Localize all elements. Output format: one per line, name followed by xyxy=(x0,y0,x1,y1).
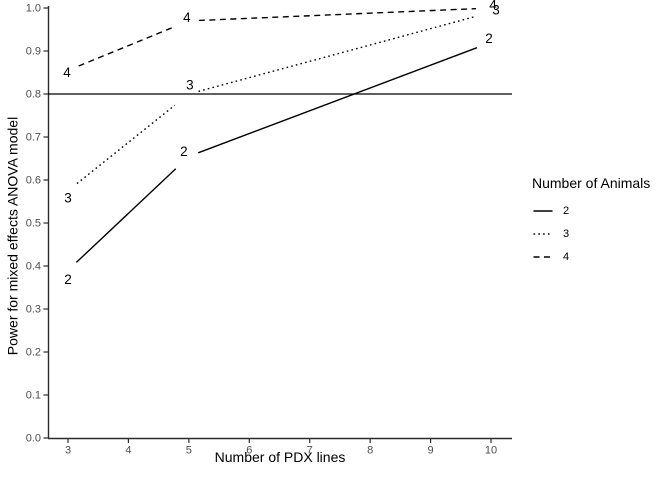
series-label-4: 4 xyxy=(489,0,497,13)
y-tick-label: 0.5 xyxy=(26,218,41,230)
series-label-3: 3 xyxy=(186,78,194,93)
legend-key-dotted-line-icon xyxy=(533,232,553,235)
legend-item-4: 4 xyxy=(532,245,650,268)
legend-item-2: 2 xyxy=(532,199,650,222)
legend-item-label: 4 xyxy=(563,250,570,263)
y-axis-title: Power for mixed effects ANOVA model xyxy=(4,116,21,356)
series-lines xyxy=(75,7,478,263)
x-tick-label: 8 xyxy=(367,445,373,457)
legend-key-dashed-line-icon xyxy=(533,255,553,258)
legend-item-3: 3 xyxy=(532,222,650,245)
series-label-2: 2 xyxy=(485,31,493,46)
x-tick-label: 6 xyxy=(246,445,252,457)
series-label-4: 4 xyxy=(183,10,191,25)
series-line-3 xyxy=(198,15,477,93)
y-tick-label: 0.2 xyxy=(26,347,41,359)
y-tick-label: 0.8 xyxy=(26,89,41,101)
y-tick-label: 0.1 xyxy=(26,390,41,402)
x-tick-label: 10 xyxy=(485,445,497,457)
y-tick-label: 0.7 xyxy=(26,132,41,144)
legend-item-label: 3 xyxy=(563,227,570,240)
legend: Number of Animals 2 3 4 xyxy=(532,176,650,268)
legend-item-label: 2 xyxy=(563,204,570,217)
series-label-4: 4 xyxy=(63,65,71,80)
y-tick-label: 0.0 xyxy=(26,433,41,445)
series-line-3 xyxy=(76,104,176,185)
series-label-3: 3 xyxy=(64,190,72,205)
series-line-2 xyxy=(197,47,478,154)
x-tick-label: 9 xyxy=(428,445,434,457)
legend-key-solid-line-icon xyxy=(533,209,553,212)
y-tick-label: 0.3 xyxy=(26,304,41,316)
y-tick-label: 0.6 xyxy=(26,175,41,187)
series-line-2 xyxy=(75,168,177,263)
x-axis-title: Number of PDX lines xyxy=(214,449,346,465)
legend-title: Number of Animals xyxy=(532,175,651,191)
y-tick-label: 0.9 xyxy=(26,46,41,58)
x-tick-label: 3 xyxy=(65,445,71,457)
y-tick-label: 0.4 xyxy=(26,261,41,273)
series-label-2: 2 xyxy=(180,144,188,159)
series-label-2: 2 xyxy=(64,272,72,287)
series-label-3: 3 xyxy=(492,2,500,17)
axes: 3 4 5 6 7 8 9 100.00.10.20.30.40.50.60.70.80.91… xyxy=(26,3,512,457)
y-tick-label: 1.0 xyxy=(26,3,41,15)
x-tick-label: 5 xyxy=(186,445,192,457)
x-tick-label: 4 xyxy=(125,445,131,457)
series-line-4 xyxy=(78,27,173,67)
series-line-4 xyxy=(198,7,477,22)
x-tick-label: 7 xyxy=(307,445,313,457)
